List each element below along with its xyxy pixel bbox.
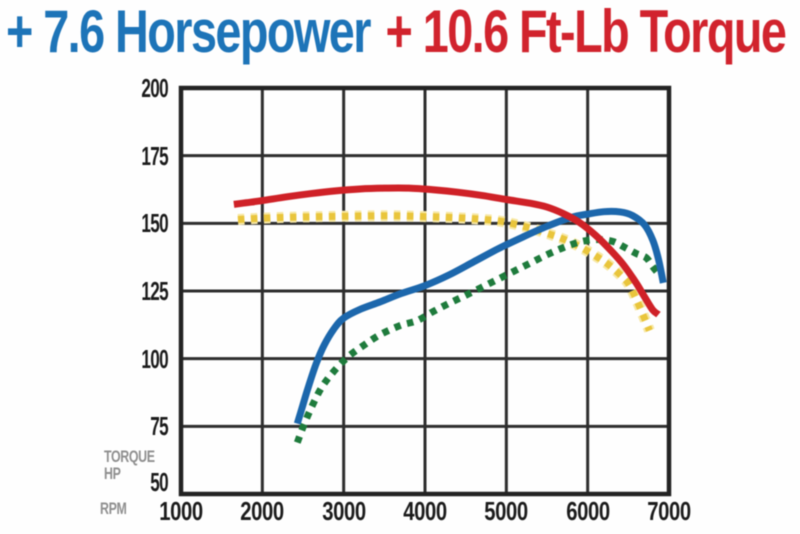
y-tick-label: 150: [141, 208, 168, 239]
x-tick-label: 5000: [484, 496, 529, 526]
x-tick-label: 6000: [565, 496, 610, 526]
x-tick-label: 4000: [403, 496, 447, 526]
y-tick-label: 100: [141, 343, 168, 374]
y-tick-label: 50: [150, 467, 168, 497]
y-axis-unit-torque-label: TORQUE: [104, 447, 155, 466]
y-tick-label: 75: [150, 411, 168, 442]
hp-before-curve: [294, 236, 662, 444]
x-tick-label: 1000: [159, 496, 203, 526]
torque-before-curve: [237, 212, 653, 332]
y-tick-label: 200: [141, 73, 168, 103]
torque-after-curve: [233, 184, 661, 318]
hp-gain-title: + 7.6 Horsepower: [6, 0, 371, 65]
hp-after-curve: [293, 207, 667, 425]
x-axis-unit-rpm-label: RPM: [100, 499, 127, 518]
x-tick-label: 7000: [647, 496, 691, 526]
x-tick-label: 2000: [240, 496, 285, 526]
y-tick-label: 125: [141, 276, 168, 306]
torque-gain-title: + 10.6 Ft-Lb Torque: [385, 0, 787, 65]
y-tick-label: 175: [141, 140, 168, 171]
y-axis-unit-hp-label: HP: [104, 464, 121, 483]
x-tick-label: 3000: [321, 496, 366, 526]
plot-border: [178, 85, 672, 497]
chart-title: + 7.6 Horsepower + 10.6 Ft-Lb Torque: [6, 0, 787, 65]
